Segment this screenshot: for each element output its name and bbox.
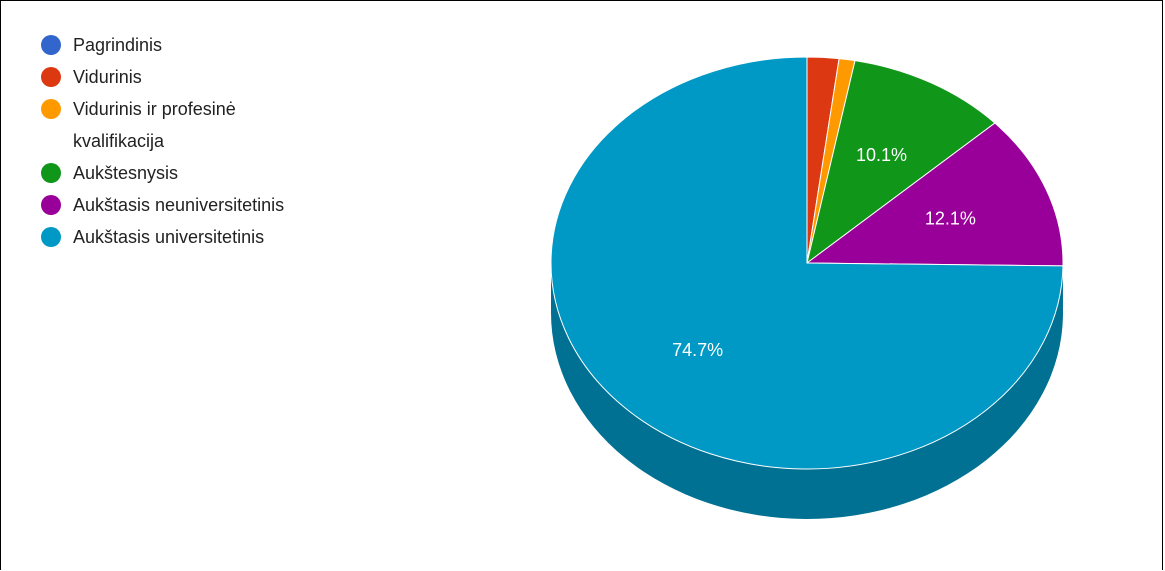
slice-label-aukstasis-universitetinis: 74.7% <box>672 340 723 360</box>
slice-label-aukstesnysis: 10.1% <box>856 145 907 165</box>
slice-label-aukstasis-neuniversitetinis: 12.1% <box>925 209 976 229</box>
pie-top <box>551 57 1063 469</box>
